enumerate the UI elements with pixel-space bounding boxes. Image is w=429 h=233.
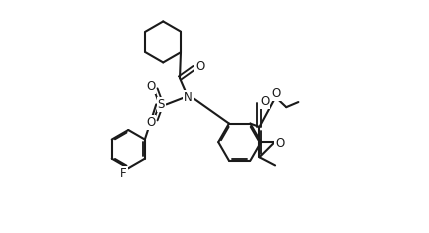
Text: O: O bbox=[275, 137, 284, 150]
Text: O: O bbox=[272, 87, 281, 100]
Text: O: O bbox=[260, 95, 269, 108]
Text: S: S bbox=[158, 98, 165, 111]
Text: N: N bbox=[184, 91, 193, 104]
Text: O: O bbox=[146, 116, 155, 129]
Text: O: O bbox=[196, 60, 205, 73]
Text: F: F bbox=[120, 167, 127, 180]
Text: O: O bbox=[146, 80, 155, 93]
